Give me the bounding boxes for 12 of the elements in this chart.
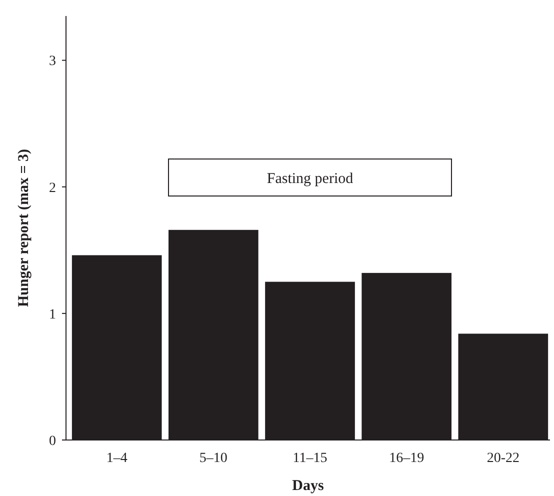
x-tick-label: 16–19 (389, 451, 424, 466)
x-tick-label: 11–15 (292, 451, 328, 466)
y-tick-label: 0 (49, 434, 56, 449)
y-axis-title: Hunger report (max = 3) (16, 149, 32, 307)
annotation: Fasting period (266, 170, 354, 187)
y-tick-label: 3 (49, 54, 56, 70)
x-axis-title: Days (292, 478, 324, 494)
y-tick-label: 1 (49, 307, 56, 322)
x-tick-label: 5–10 (199, 451, 228, 466)
x-tick-label: 20-22 (486, 451, 520, 466)
y-tick-label: 2 (49, 180, 56, 196)
x-tick-label: 1–4 (106, 451, 128, 466)
